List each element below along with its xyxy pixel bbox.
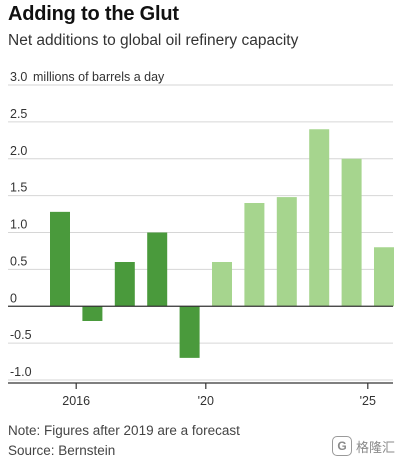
y-tick-label: 2.0 bbox=[10, 144, 27, 158]
y-tick-labels: 3.0 2.5 2.0 1.5 1.0 0.5 0 -0.5 -1.0 millions of b… bbox=[10, 70, 165, 379]
forecast-bar bbox=[374, 247, 394, 307]
x-tick-label: '25 bbox=[360, 394, 376, 408]
y-tick-label: 0.5 bbox=[10, 254, 27, 268]
forecast-bar bbox=[212, 262, 232, 307]
y-tick-label: -0.5 bbox=[10, 328, 32, 342]
gelonghui-logo-icon: G bbox=[331, 436, 352, 456]
watermark-text: 格隆汇 bbox=[355, 439, 395, 455]
bar-chart: 3.0 2.5 2.0 1.5 1.0 0.5 0 -0.5 -1.0 millions of b… bbox=[8, 70, 394, 408]
y-tick-label: -1.0 bbox=[10, 365, 32, 379]
forecast-bar bbox=[276, 197, 297, 307]
x-tick-label: 2016 bbox=[62, 394, 90, 408]
chart-title: Adding to the Glut bbox=[8, 3, 179, 25]
y-tick-label: 0 bbox=[10, 291, 17, 305]
forecast-bar bbox=[309, 129, 330, 307]
chart-source: Source: Bernstein bbox=[8, 443, 116, 458]
bars bbox=[50, 129, 394, 358]
y-tick-label: 3.0 bbox=[10, 70, 27, 84]
y-tick-label: 1.5 bbox=[10, 181, 27, 195]
actual-bar bbox=[147, 232, 168, 307]
actual-bar bbox=[179, 306, 200, 358]
actual-bar bbox=[114, 262, 135, 307]
watermark: G 格隆汇 bbox=[331, 436, 395, 456]
x-tick-label: '20 bbox=[198, 394, 214, 408]
actual-bar bbox=[50, 211, 70, 307]
x-tick-labels: 2016 '20 '25 bbox=[62, 394, 376, 408]
forecast-bar bbox=[341, 158, 362, 307]
actual-bar bbox=[82, 306, 103, 321]
y-axis-unit-label: millions of barrels a day bbox=[33, 70, 165, 84]
y-tick-label: 2.5 bbox=[10, 107, 27, 121]
forecast-bar bbox=[244, 203, 265, 307]
chart-note: Note: Figures after 2019 are a forecast bbox=[8, 423, 240, 438]
chart-subtitle: Net additions to global oil refinery cap… bbox=[8, 32, 299, 49]
axes bbox=[8, 305, 393, 389]
y-tick-label: 1.0 bbox=[10, 218, 27, 232]
